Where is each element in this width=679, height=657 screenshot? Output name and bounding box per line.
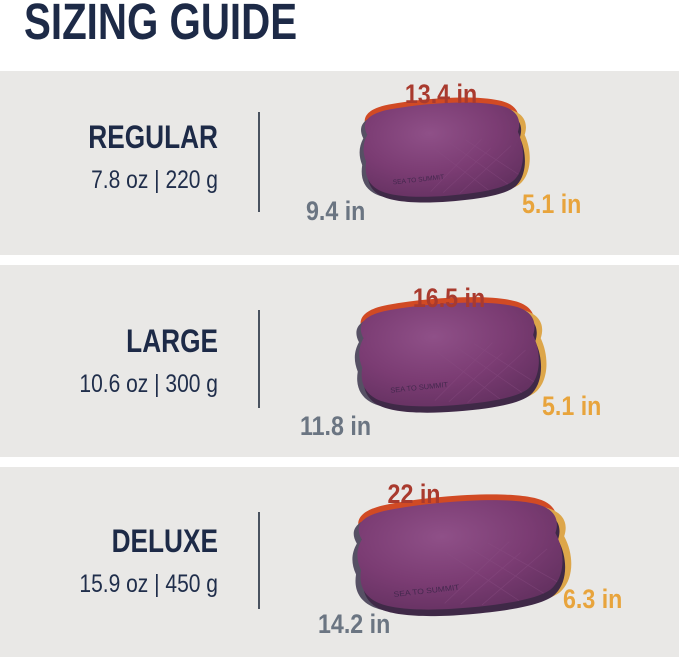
dimension-top-width: 16.5 in — [412, 283, 486, 313]
dimension-bottom-depth: 9.4 in — [306, 196, 366, 226]
size-weight: 7.8 oz | 220 g — [91, 165, 218, 194]
size-name: REGULAR — [88, 119, 218, 155]
sizing-row-deluxe: DELUXE 15.9 oz | 450 g SEA TO SUMMIT 22 … — [0, 467, 679, 657]
size-name: LARGE — [126, 323, 218, 359]
pillow-regular-icon: SEA TO SUMMIT — [357, 94, 532, 206]
dimension-side-height: 6.3 in — [563, 584, 623, 614]
size-weight: 10.6 oz | 300 g — [79, 369, 218, 398]
dimension-top-width: 22 in — [387, 479, 441, 509]
size-info: REGULAR 7.8 oz | 220 g — [0, 119, 218, 194]
dimension-side-height: 5.1 in — [542, 391, 602, 421]
size-name: DELUXE — [111, 523, 218, 559]
size-weight: 15.9 oz | 450 g — [79, 569, 218, 598]
dimension-bottom-depth: 14.2 in — [318, 609, 391, 639]
sizing-row-large: LARGE 10.6 oz | 300 g SEA TO SUMMIT 16.5… — [0, 265, 679, 457]
sizing-row-regular: REGULAR 7.8 oz | 220 g SEA TO SUMMIT 13.… — [0, 71, 679, 255]
size-info: LARGE 10.6 oz | 300 g — [0, 323, 218, 398]
vertical-divider — [258, 112, 260, 212]
vertical-divider — [258, 512, 260, 609]
page-title: SIZING GUIDE — [24, 0, 298, 50]
dimension-side-height: 5.1 in — [522, 189, 582, 219]
dimension-bottom-depth: 11.8 in — [300, 411, 372, 441]
vertical-divider — [258, 310, 260, 408]
size-info: DELUXE 15.9 oz | 450 g — [0, 523, 218, 598]
pillow-large-icon: SEA TO SUMMIT — [352, 293, 549, 417]
pillow-deluxe-icon: SEA TO SUMMIT — [348, 489, 575, 622]
dimension-top-width: 13.4 in — [404, 79, 478, 109]
